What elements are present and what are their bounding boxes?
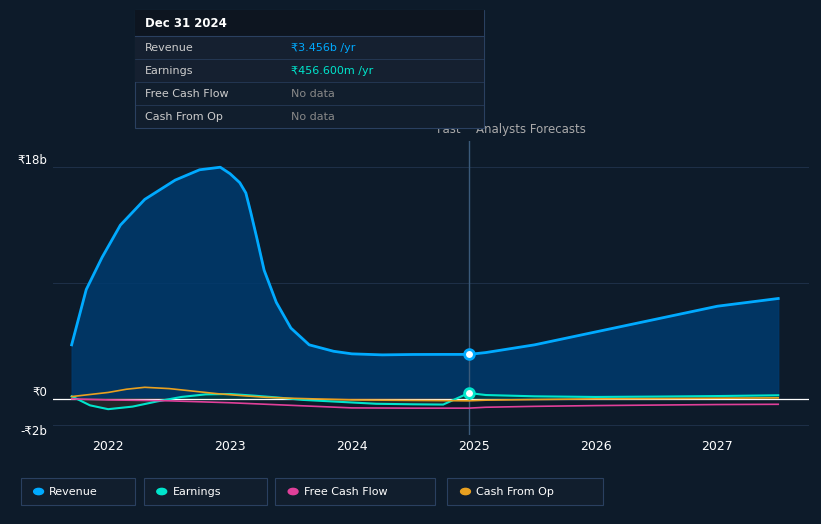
Text: Analysts Forecasts: Analysts Forecasts xyxy=(476,123,586,136)
Text: ₹18b: ₹18b xyxy=(17,154,48,167)
Text: Revenue: Revenue xyxy=(145,43,194,53)
Text: ₹0: ₹0 xyxy=(33,386,48,399)
Text: No data: No data xyxy=(291,89,335,99)
Text: Cash From Op: Cash From Op xyxy=(476,486,554,497)
Text: Free Cash Flow: Free Cash Flow xyxy=(304,486,388,497)
Text: Cash From Op: Cash From Op xyxy=(145,112,223,122)
Text: Dec 31 2024: Dec 31 2024 xyxy=(145,17,227,30)
Text: ₹3.456b /yr: ₹3.456b /yr xyxy=(291,43,355,53)
Text: Free Cash Flow: Free Cash Flow xyxy=(145,89,229,99)
Text: -₹2b: -₹2b xyxy=(21,424,48,438)
Text: Past: Past xyxy=(437,123,461,136)
Text: Earnings: Earnings xyxy=(172,486,221,497)
Text: Revenue: Revenue xyxy=(49,486,98,497)
Text: No data: No data xyxy=(291,112,335,122)
Text: Earnings: Earnings xyxy=(145,66,194,76)
Text: ₹456.600m /yr: ₹456.600m /yr xyxy=(291,66,374,76)
